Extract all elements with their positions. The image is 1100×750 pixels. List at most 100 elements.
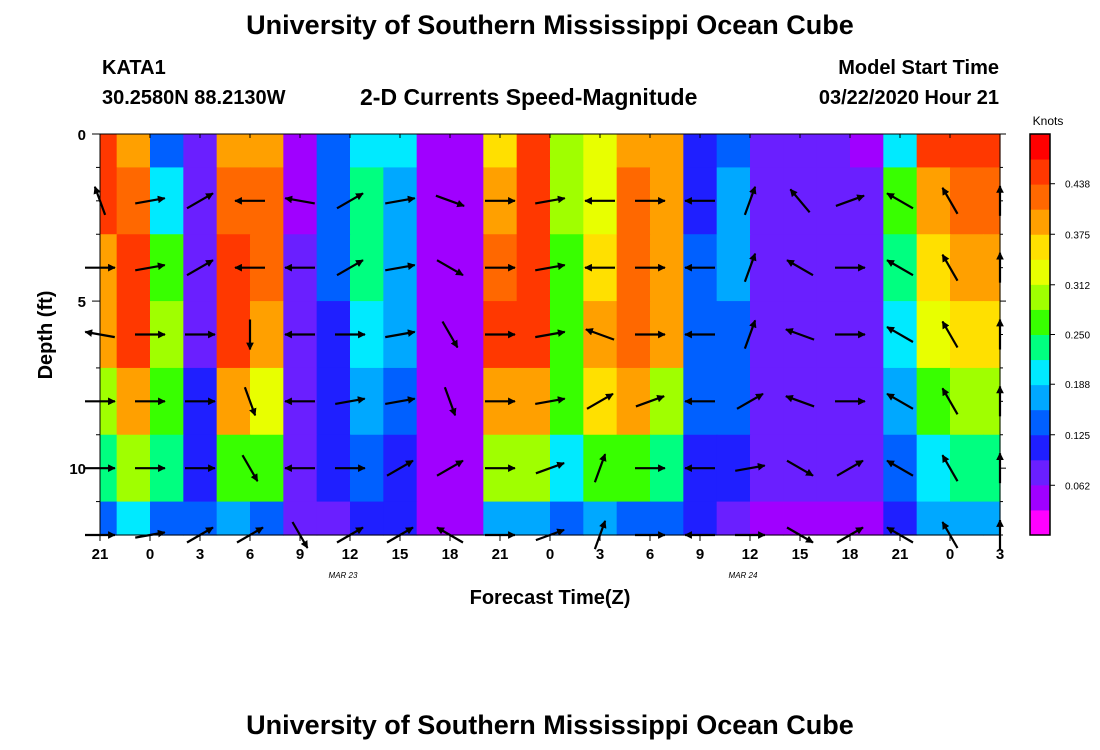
- heatmap-cell: [416, 434, 451, 503]
- heatmap-cell: [116, 134, 151, 169]
- heatmap-cell: [850, 134, 884, 169]
- current-vector: [241, 454, 259, 482]
- heatmap-cell: [850, 501, 884, 536]
- heatmap-cell: [783, 501, 818, 536]
- heatmap-cell: [100, 301, 118, 369]
- current-vector: [941, 254, 959, 282]
- colorbar-tick-label: 0.375: [1065, 230, 1090, 241]
- station-coordinates: 30.2580N 88.2130W: [102, 87, 286, 109]
- x-tick-label: 12: [342, 546, 359, 563]
- heatmap-cell: [683, 134, 718, 169]
- axes: 21 0 3 6 9 12 15 18 21 0 3 6 9 12 15 18 21 0 3 MAR 23 MAR 24…: [69, 127, 1006, 580]
- colorbar-tick-label: 0.062: [1065, 481, 1090, 492]
- heatmap-cell: [983, 434, 1001, 503]
- heatmap-cell: [316, 134, 351, 169]
- footer-title: University of Southern Mississippi Ocean…: [246, 710, 854, 740]
- current-vector: [336, 192, 364, 210]
- x-tick-label: 0: [946, 546, 954, 563]
- heatmap-cell: [216, 367, 251, 436]
- heatmap-cell: [983, 501, 1001, 536]
- x-tick-label: 15: [792, 546, 809, 563]
- x-tick-label: 6: [246, 546, 254, 563]
- heatmap-cell: [116, 501, 151, 536]
- current-vector: [386, 459, 414, 477]
- heatmap-cell: [616, 367, 651, 436]
- x-tick-label: 9: [296, 546, 304, 563]
- colorbar-swatch: [1030, 359, 1050, 386]
- heatmap-cell: [550, 367, 584, 436]
- current-vector: [786, 459, 814, 477]
- heatmap-cell: [450, 301, 484, 369]
- heatmap-cell: [183, 134, 218, 169]
- heatmap-cell: [416, 501, 451, 536]
- heatmap-cell: [416, 301, 451, 369]
- heatmap-cell: [950, 301, 984, 369]
- colorbar-swatch: [1030, 184, 1050, 210]
- current-vector: [535, 329, 566, 339]
- colorbar-swatch: [1030, 234, 1050, 260]
- heatmap-cell: [550, 134, 584, 169]
- current-vector: [441, 320, 459, 349]
- current-vector: [385, 195, 416, 205]
- heatmap-cell: [650, 501, 684, 536]
- heatmap-cell: [950, 234, 984, 302]
- heatmap-cell: [683, 501, 718, 536]
- heatmap-cell: [950, 367, 984, 436]
- current-vector: [435, 194, 465, 208]
- heatmap-cell: [716, 301, 751, 369]
- heatmap-cell: [883, 134, 918, 169]
- model-start-label: Model Start Time: [838, 57, 999, 79]
- current-vector: [786, 259, 814, 277]
- heatmap-cell: [216, 134, 251, 169]
- model-start-date: 03/22/2020 Hour 21: [818, 87, 999, 109]
- heatmap-cell: [250, 301, 284, 369]
- heatmap-cell: [916, 134, 951, 169]
- heatmap-cell: [483, 501, 518, 536]
- heatmap-cell: [816, 134, 851, 169]
- x-tick-label: 9: [696, 546, 704, 563]
- heatmap-cell: [100, 167, 118, 235]
- heatmap-cell: [250, 134, 284, 169]
- current-vector: [743, 319, 757, 349]
- heatmap-cell: [916, 501, 951, 536]
- heatmap-cell: [550, 501, 584, 536]
- current-vector: [535, 195, 566, 205]
- heatmap-cell: [383, 501, 418, 536]
- heatmap-cell: [616, 134, 651, 169]
- heatmap-cell: [716, 167, 751, 235]
- current-vector: [785, 328, 815, 341]
- current-vector: [941, 320, 959, 349]
- heatmap-cell: [250, 367, 284, 436]
- x-tick-label: 12: [742, 546, 759, 563]
- current-vector: [535, 461, 565, 475]
- current-vector: [736, 392, 764, 410]
- heatmap-cell: [716, 367, 751, 436]
- heatmap-cell: [150, 134, 184, 169]
- x-tick-label: 0: [146, 546, 154, 563]
- heatmap-cell: [216, 434, 251, 503]
- x-tick-label: 3: [996, 546, 1004, 563]
- current-vector: [186, 192, 214, 210]
- current-vector: [385, 262, 416, 272]
- heatmap-cell: [750, 134, 784, 169]
- chart-subtitle: 2-D Currents Speed-Magnitude: [360, 84, 698, 110]
- current-vector: [789, 188, 811, 214]
- heatmap-cell: [283, 501, 318, 536]
- heatmap-cell: [783, 134, 818, 169]
- heatmap-cell: [916, 234, 951, 302]
- current-vector: [941, 387, 959, 415]
- current-vector: [385, 396, 416, 406]
- x-tick-label: 15: [392, 546, 409, 563]
- colorbar-swatch: [1030, 259, 1050, 285]
- heatmap-cell: [316, 167, 351, 235]
- current-vector: [535, 262, 566, 272]
- heatmap-cell: [516, 501, 551, 536]
- current-vector: [135, 195, 166, 205]
- current-vector: [436, 259, 464, 277]
- heatmap-cell: [150, 501, 184, 536]
- heatmap-cell: [816, 167, 851, 235]
- current-vector: [135, 262, 166, 272]
- heatmap-cell: [850, 434, 884, 503]
- x-tick-label: 3: [596, 546, 604, 563]
